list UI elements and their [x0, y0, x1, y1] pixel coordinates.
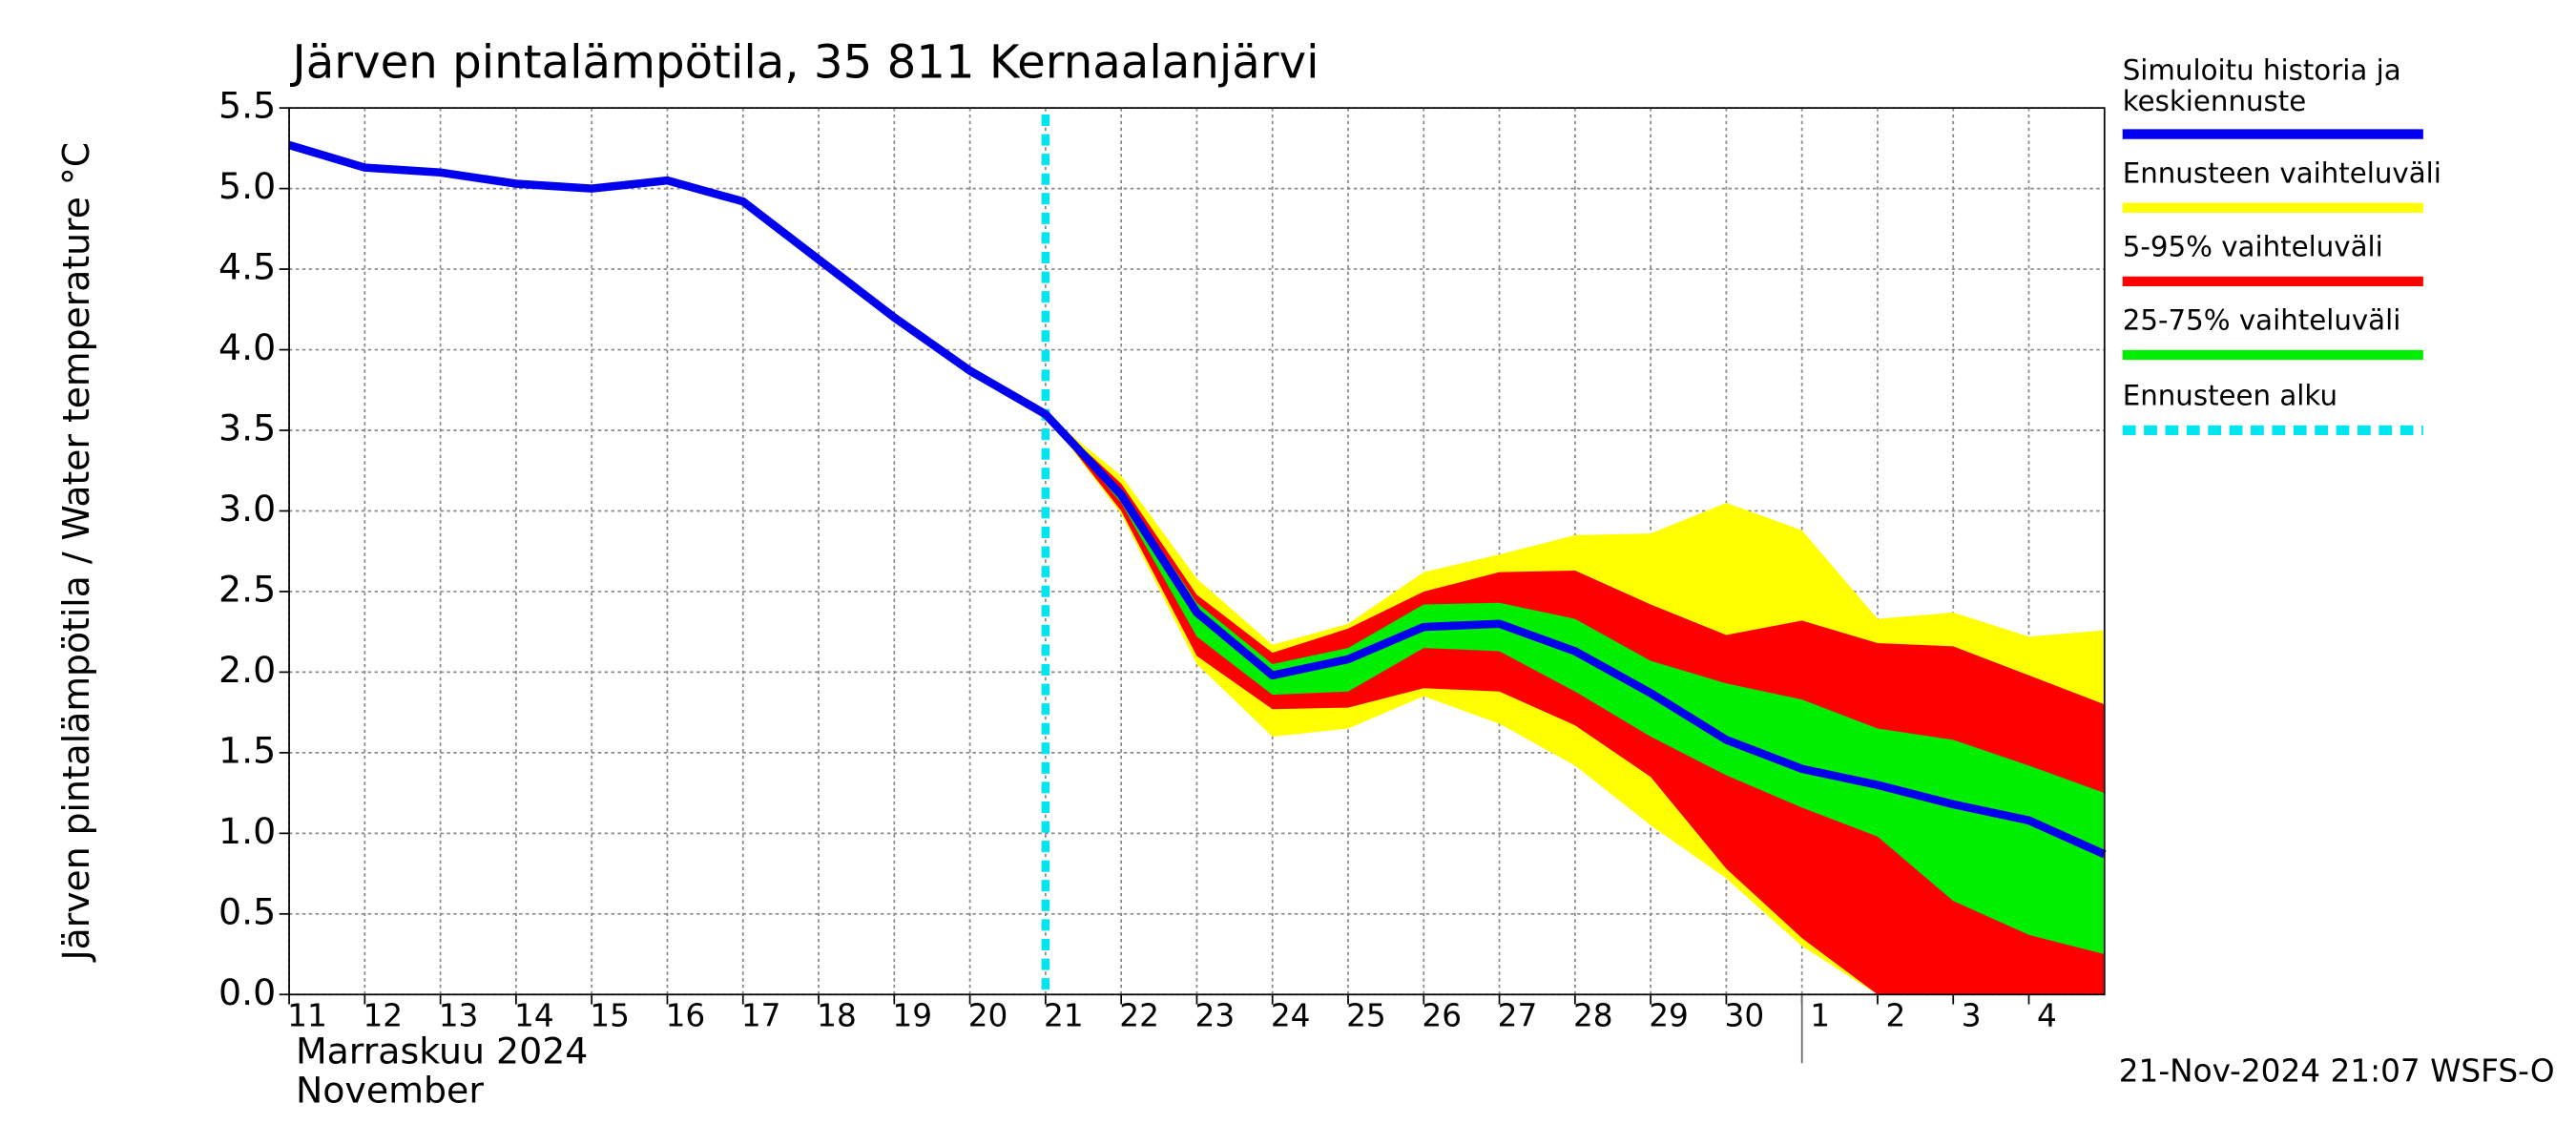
series-line [287, 140, 2107, 859]
x-tick-label: 14 [514, 997, 554, 1033]
plot-frame [288, 107, 2106, 996]
legend-label: 5-95% vaihteluväli [2123, 231, 2383, 263]
x-tick-label: 2 [1885, 997, 1905, 1033]
x-tick-label: 26 [1422, 997, 1462, 1033]
x-tick-label: 19 [892, 997, 932, 1033]
y-tick-label: 0.5 [218, 890, 276, 932]
y-tick-label: 4.0 [218, 326, 276, 368]
x-tick-label: 30 [1725, 997, 1765, 1033]
x-tick-label: 29 [1649, 997, 1689, 1033]
x-tick-label: 11 [287, 997, 327, 1033]
x-tick-label: 23 [1195, 997, 1236, 1033]
y-tick-label: 2.0 [218, 649, 276, 691]
y-tick-label: 0.0 [218, 971, 276, 1013]
legend-label: Ennusteen vaihteluväli [2123, 156, 2441, 189]
legend-label: Ennusteen alku [2123, 380, 2337, 412]
x-tick-label: 16 [666, 997, 706, 1033]
y-tick-label: 3.0 [218, 488, 276, 530]
y-tick-label: 1.5 [218, 729, 276, 771]
y-tick-label: 4.5 [218, 246, 276, 288]
x-tick-label: 27 [1498, 997, 1538, 1033]
x-tick-label: 4 [2037, 997, 2057, 1033]
x-tick-label: 17 [741, 997, 781, 1033]
band [1045, 414, 2105, 955]
x-tick-label: 18 [817, 997, 857, 1033]
x-tick-label: 24 [1271, 997, 1311, 1033]
y-tick-label: 3.5 [218, 407, 276, 449]
x-tick-label: 28 [1573, 997, 1613, 1033]
y-tick-label: 2.5 [218, 569, 276, 611]
x-tick-label: 1 [1810, 997, 1830, 1033]
band [1045, 414, 2105, 995]
x-tick-label: 25 [1346, 997, 1386, 1033]
footer: 21-Nov-2024 21:07 WSFS-O [2119, 1053, 2555, 1090]
y-tick-label: 5.0 [218, 165, 276, 207]
x-tick-label: 21 [1044, 997, 1084, 1033]
y-tick-label: 1.0 [218, 810, 276, 852]
month-label: Marraskuu 2024 [296, 1030, 588, 1072]
y-tick-label: 5.5 [218, 85, 276, 127]
x-tick-label: 13 [439, 997, 479, 1033]
x-tick-label: 20 [968, 997, 1008, 1033]
y-axis-label: Järven pintalämpötila / Water temperatur… [55, 142, 97, 963]
x-tick-label: 15 [590, 997, 630, 1033]
chart-title: Järven pintalämpötila, 35 811 Kernaalanj… [289, 36, 1319, 90]
x-tick-label: 22 [1119, 997, 1159, 1033]
x-tick-label: 12 [363, 997, 403, 1033]
legend-label: 25-75% vaihteluväli [2123, 304, 2401, 337]
legend-label: Simuloitu historia ja keskiennuste [2123, 53, 2401, 116]
x-tick-label: 3 [1962, 997, 1982, 1033]
month-label-en: November [296, 1070, 484, 1112]
